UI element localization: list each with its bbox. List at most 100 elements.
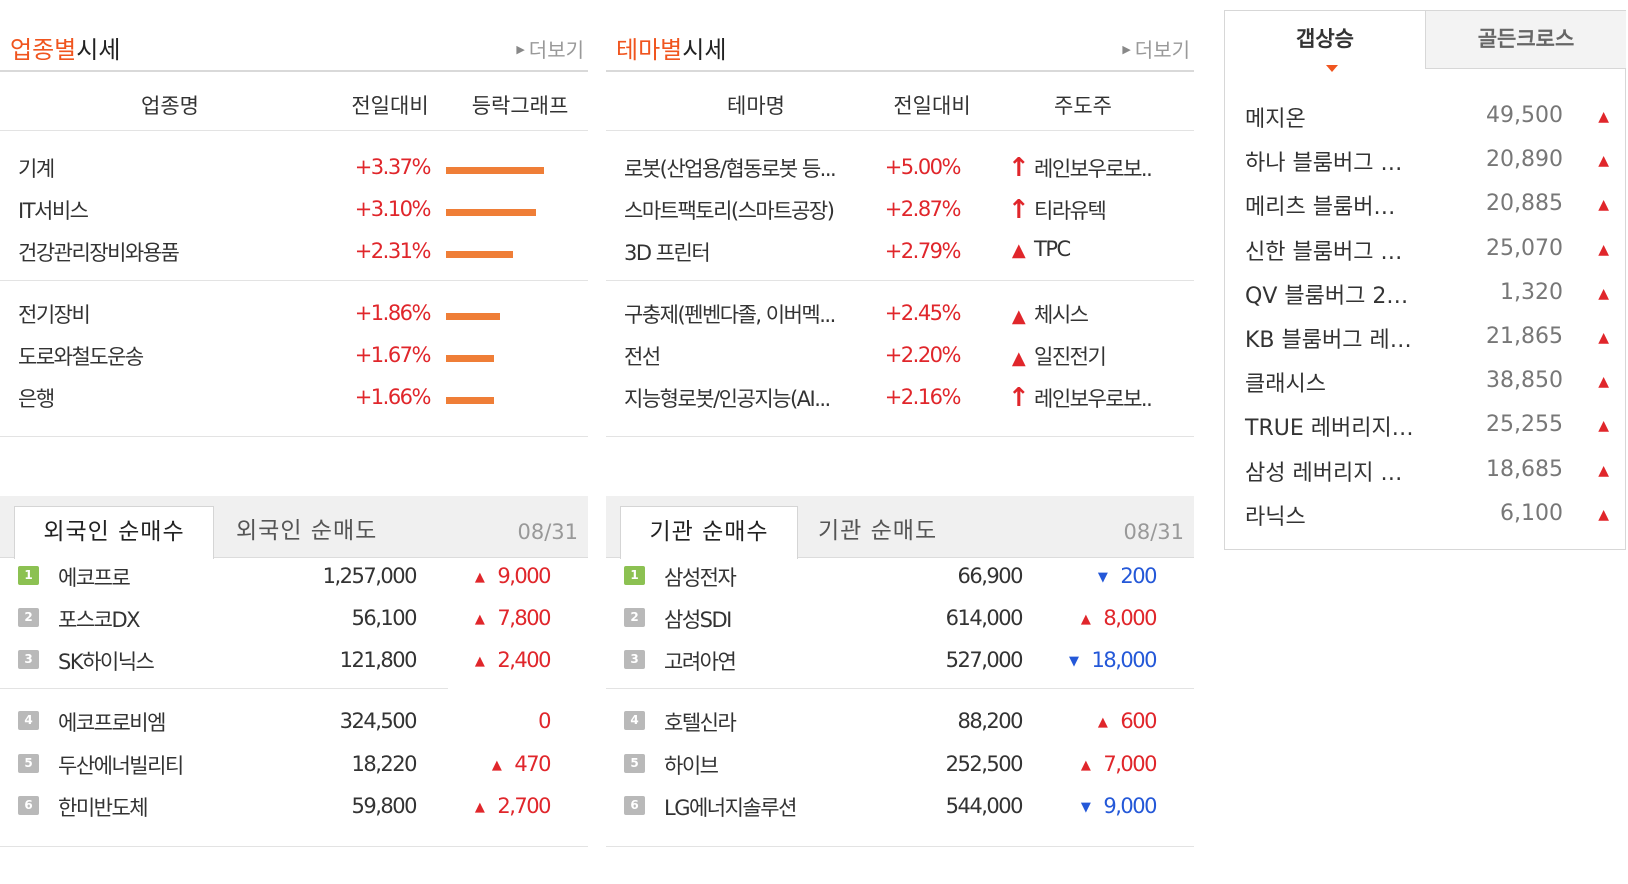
list-item[interactable]: QV 블룸버그 2… 1,320 ▲ — [1225, 272, 1625, 314]
stock-name: 메리츠 블룸버… — [1245, 195, 1396, 221]
stock-price: 25,070 — [1486, 235, 1563, 261]
down-triangle-icon: ▼ — [1097, 570, 1108, 585]
sector-row[interactable]: IT서비스 +3.10% — [0, 189, 588, 229]
list-item[interactable]: 클래시스 38,850 ▲ — [1225, 360, 1625, 402]
tab-golden-cross[interactable]: 골든크로스 — [1425, 11, 1626, 69]
leader-stock[interactable]: ↑ 레인보우로보.. — [1006, 383, 1153, 413]
sector-change: +1.66% — [354, 385, 432, 409]
sector-row[interactable]: 도로와철도운송 +1.67% — [0, 335, 588, 375]
change-value: 470 — [514, 752, 551, 776]
theme-more-link[interactable]: ▶ 더보기 — [1122, 38, 1190, 62]
stock-name: 신한 블룸버그 … — [1245, 239, 1403, 265]
stock-name: 삼성SDI — [664, 608, 732, 632]
stock-name: SK하이닉스 — [58, 650, 155, 674]
list-item[interactable]: 2 삼성SDI 614,000 ▲ 8,000 — [606, 598, 1194, 638]
stock-change: ▼ 18,000 — [1069, 648, 1157, 672]
divider — [606, 130, 1194, 131]
date-label: 08/31 — [517, 520, 578, 544]
theme-change: +5.00% — [884, 155, 962, 179]
tab-foreign-net-buy[interactable]: 외국인 순매수 — [14, 506, 214, 559]
leader-stock[interactable]: ▲ TPC — [1006, 237, 1071, 261]
up-triangle-icon: ▲ — [1598, 506, 1609, 523]
change-value: 600 — [1120, 709, 1157, 733]
list-item[interactable]: 메지온 49,500 ▲ — [1225, 95, 1625, 137]
list-item[interactable]: KB 블룸버그 레… 21,865 ▲ — [1225, 316, 1625, 358]
list-item[interactable]: 1 삼성전자 66,900 ▼ 200 — [606, 556, 1194, 596]
stock-price: 25,255 — [1486, 412, 1563, 438]
theme-change: +2.16% — [884, 385, 962, 409]
stock-change: ▲ 600 — [1098, 709, 1158, 733]
stock-price: 38,850 — [1486, 368, 1563, 394]
theme-row[interactable]: 구충제(펜벤다졸, 이버멕... +2.45% ▲ 체시스 — [606, 293, 1194, 333]
sector-row[interactable]: 은행 +1.66% — [0, 377, 588, 417]
institution-panel: 기관 순매수 기관 순매도 08/31 1 삼성전자 66,900 ▼ 200 2 삼성SD… — [606, 0, 1194, 884]
stock-price: 56,100 — [351, 606, 418, 630]
list-item[interactable]: 4 에코프로비엠 324,500 0 — [0, 701, 588, 741]
theme-row[interactable]: 지능형로봇/인공지능(AI... +2.16% ↑ 레인보우로보.. — [606, 377, 1194, 417]
theme-row[interactable]: 스마트팩토리(스마트공장) +2.87% ↑ 티라유텍 — [606, 189, 1194, 229]
theme-row[interactable]: 전선 +2.20% ▲ 일진전기 — [606, 335, 1194, 375]
stock-name: 삼성 레버리지 … — [1245, 460, 1403, 486]
stock-price: 614,000 — [945, 606, 1024, 630]
list-item[interactable]: 메리츠 블룸버… 20,885 ▲ — [1225, 183, 1625, 225]
sector-change: +3.10% — [354, 197, 432, 221]
stock-change: ▲ 9,000 — [475, 564, 552, 588]
theme-name: 스마트팩토리(스마트공장) — [624, 199, 835, 223]
list-item[interactable]: 하나 블룸버그 … 20,890 ▲ — [1225, 139, 1625, 181]
list-item[interactable]: 5 하이브 252,500 ▲ 7,000 — [606, 744, 1194, 784]
rank-badge: 1 — [624, 566, 645, 585]
leader-stock[interactable]: ▲ 일진전기 — [1006, 341, 1107, 371]
divider — [0, 130, 588, 131]
theme-row[interactable]: 로봇(산업용/협동로봇 등... +5.00% ↑ 레인보우로보.. — [606, 147, 1194, 187]
theme-change: +2.45% — [884, 301, 962, 325]
sector-name: IT서비스 — [18, 199, 89, 223]
tab-institution-net-buy[interactable]: 기관 순매수 — [620, 506, 798, 559]
list-item[interactable]: 3 SK하이닉스 121,800 ▲ 2,400 — [0, 640, 588, 680]
tab-institution-net-sell[interactable]: 기관 순매도 — [818, 518, 938, 544]
sector-row[interactable]: 건강관리장비와용품 +2.31% — [0, 231, 588, 271]
stock-price: 21,865 — [1486, 324, 1563, 349]
theme-name: 지능형로봇/인공지능(AI... — [624, 387, 831, 411]
sector-name: 은행 — [18, 387, 55, 411]
list-item[interactable]: 1 에코프로 1,257,000 ▲ 9,000 — [0, 556, 588, 596]
divider — [0, 436, 588, 437]
list-item[interactable]: 6 한미반도체 59,800 ▲ 2,700 — [0, 786, 588, 826]
stock-price: 88,200 — [957, 709, 1024, 733]
theme-change: +2.87% — [884, 197, 962, 221]
sector-more-link[interactable]: ▶ 더보기 — [516, 38, 584, 62]
stock-name: TRUE 레버리지… — [1245, 416, 1414, 442]
list-item[interactable]: 삼성 레버리지 … 18,685 ▲ — [1225, 449, 1625, 491]
list-item[interactable]: 신한 블룸버그 … 25,070 ▲ — [1225, 228, 1625, 270]
theme-row[interactable]: 3D 프린터 +2.79% ▲ TPC — [606, 231, 1194, 271]
stock-name: QV 블룸버그 2… — [1245, 283, 1409, 309]
list-item[interactable]: TRUE 레버리지… 25,255 ▲ — [1225, 404, 1625, 446]
leader-stock[interactable]: ▲ 체시스 — [1006, 299, 1089, 329]
stock-change: ▼ 9,000 — [1080, 794, 1158, 818]
stock-price: 544,000 — [945, 794, 1024, 818]
rank-badge: 2 — [18, 608, 39, 627]
rank-badge: 4 — [18, 711, 39, 730]
up-triangle-icon: ▲ — [1598, 285, 1609, 302]
leader-stock[interactable]: ↑ 레인보우로보.. — [1006, 153, 1153, 183]
list-item[interactable]: 6 LG에너지솔루션 544,000 ▼ 9,000 — [606, 786, 1194, 826]
down-triangle-icon: ▼ — [1080, 800, 1091, 815]
list-item[interactable]: 2 포스코DX 56,100 ▲ 7,800 — [0, 598, 588, 638]
stock-price: 20,890 — [1486, 147, 1563, 173]
rank-badge: 4 — [624, 711, 645, 730]
col-header-sector-name: 업종명 — [141, 94, 199, 118]
sector-row[interactable]: 기계 +3.37% — [0, 147, 588, 187]
tab-foreign-net-sell[interactable]: 외국인 순매도 — [236, 518, 378, 544]
col-header-leader: 주도주 — [1054, 94, 1112, 118]
list-item[interactable]: 5 두산에너빌리티 18,220 ▲ 470 — [0, 744, 588, 784]
list-item[interactable]: 라닉스 6,100 ▲ — [1225, 493, 1625, 535]
list-item[interactable]: 3 고려아연 527,000 ▼ 18,000 — [606, 640, 1194, 680]
tab-gap-up[interactable]: 갭상승 — [1225, 11, 1425, 69]
leader-name: 레인보우로보.. — [1034, 387, 1153, 411]
sector-row[interactable]: 전기장비 +1.86% — [0, 293, 588, 333]
up-triangle-icon: ▲ — [1598, 109, 1609, 125]
list-item[interactable]: 4 호텔신라 88,200 ▲ 600 — [606, 701, 1194, 741]
stock-price: 49,500 — [1486, 103, 1563, 128]
stock-name: 한미반도체 — [58, 796, 149, 820]
leader-stock[interactable]: ↑ 티라유텍 — [1006, 195, 1107, 225]
rank-badge: 5 — [18, 754, 39, 773]
